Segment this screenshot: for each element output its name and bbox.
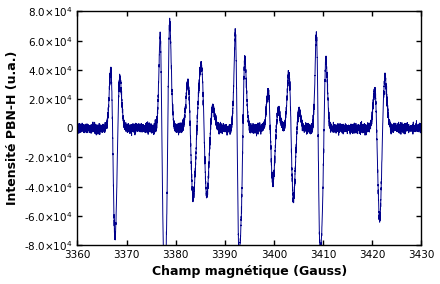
Y-axis label: Intensité PBN-H (u.a.): Intensité PBN-H (u.a.) (6, 51, 18, 205)
X-axis label: Champ magnétique (Gauss): Champ magnétique (Gauss) (152, 266, 347, 278)
